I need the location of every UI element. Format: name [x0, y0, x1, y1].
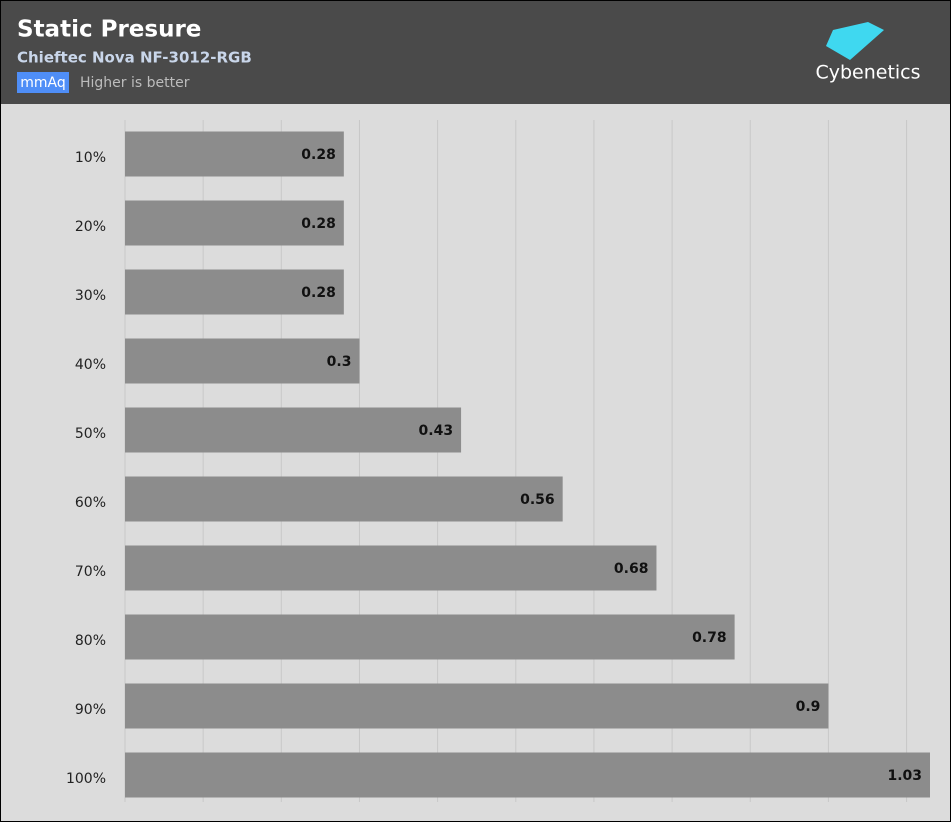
header — [1, 1, 950, 104]
y-tick-label: 60% — [75, 495, 106, 511]
value-label: 0.28 — [301, 216, 336, 232]
value-label: 0.9 — [796, 699, 821, 715]
value-label: 0.43 — [419, 423, 454, 439]
y-tick-label: 50% — [75, 426, 106, 442]
value-label: 0.28 — [301, 285, 336, 301]
bar — [125, 614, 735, 660]
bar — [125, 407, 462, 453]
subtitle: Chieftec Nova NF-3012-RGB — [17, 49, 252, 67]
unit-label: mmAq — [20, 75, 66, 91]
bar — [125, 545, 657, 591]
brand: Cybenetics — [815, 62, 920, 84]
bar — [125, 269, 344, 315]
value-label: 0.56 — [520, 492, 555, 508]
bar — [125, 752, 930, 798]
y-tick-label: 100% — [66, 771, 106, 787]
value-label: 1.03 — [887, 768, 922, 784]
bar — [125, 200, 344, 246]
y-tick-label: 40% — [75, 357, 106, 373]
note: Higher is better — [80, 75, 190, 91]
y-tick-label: 20% — [75, 219, 106, 235]
y-tick-label: 30% — [75, 288, 106, 304]
value-label: 0.68 — [614, 561, 649, 577]
unit-badge — [17, 72, 69, 93]
y-tick-label: 70% — [75, 564, 106, 580]
bar — [125, 131, 344, 177]
value-label: 0.3 — [327, 354, 352, 370]
y-tick-label: 90% — [75, 702, 106, 718]
value-label: 0.28 — [301, 147, 336, 163]
y-tick-label: 10% — [75, 150, 106, 166]
value-label: 0.78 — [692, 630, 727, 646]
chart-title: Static Presure — [17, 17, 201, 43]
bar — [125, 476, 563, 522]
logo-shape — [826, 22, 884, 60]
bar — [125, 683, 829, 729]
bar — [125, 338, 360, 384]
y-tick-label: 80% — [75, 633, 106, 649]
